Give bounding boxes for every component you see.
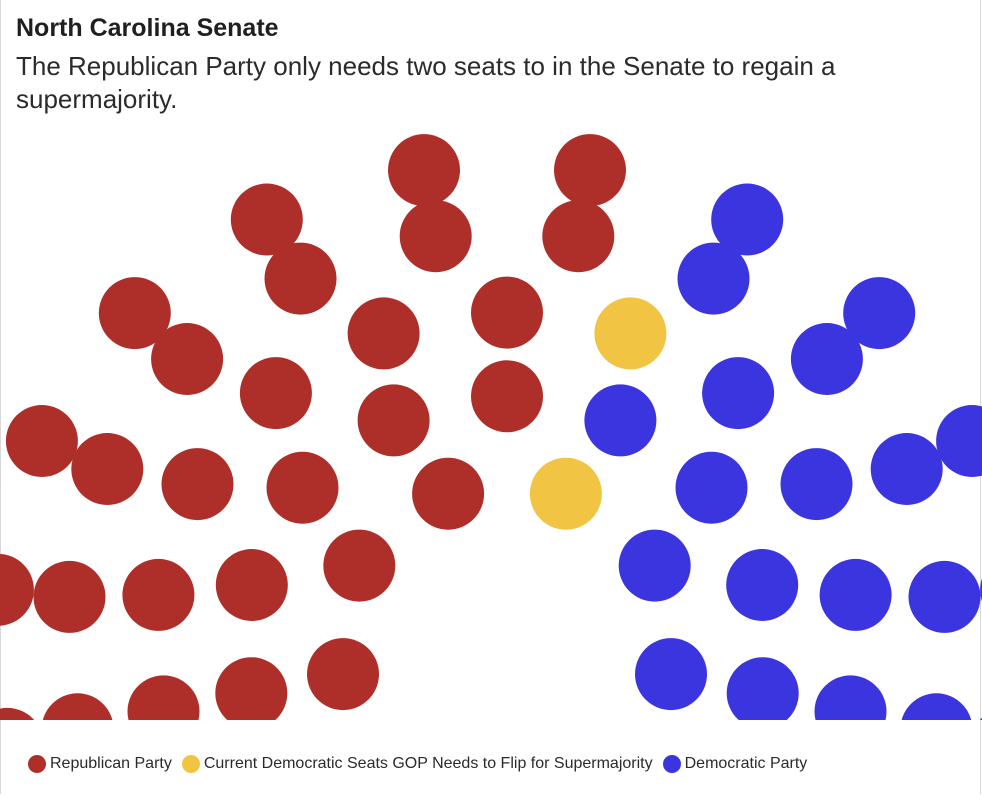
seat-republican-3	[127, 675, 200, 720]
seat-republican-27	[542, 200, 615, 273]
seat-republican-4	[42, 693, 113, 720]
chart-title: North Carolina Senate	[16, 14, 279, 42]
seat-democratic-39	[780, 448, 853, 521]
seat-republican-14	[266, 451, 339, 524]
seat-republican-9	[215, 549, 288, 621]
seat-democratic-43	[819, 558, 892, 631]
seat-democratic-36	[843, 277, 916, 350]
seat-democratic-47	[726, 657, 799, 720]
seat-democratic-44	[908, 560, 981, 633]
seat-republican-8	[122, 558, 195, 631]
seat-republican-25	[471, 360, 543, 433]
seat-republican-12	[323, 529, 396, 602]
legend: Republican Party Current Democratic Seat…	[28, 755, 817, 773]
seat-flip-29	[529, 457, 602, 530]
seat-republican-17	[239, 357, 312, 430]
legend-label-flip: Current Democratic Seats GOP Needs to Fl…	[203, 755, 653, 772]
seat-republican-15	[151, 323, 224, 395]
seat-republican-21	[412, 457, 485, 530]
seat-republican-23	[399, 200, 472, 273]
seat-flip-30	[594, 297, 667, 370]
seat-republican-18	[264, 242, 337, 315]
legend-item-democratic: Democratic Party	[662, 755, 808, 773]
parliament-chart	[0, 134, 982, 720]
seat-democratic-37	[675, 451, 748, 524]
seat-republican-19	[230, 183, 303, 256]
legend-swatch-flip	[181, 755, 200, 773]
seat-democratic-46	[635, 638, 707, 711]
seat-democratic-40	[870, 433, 943, 505]
seat-democratic-34	[702, 357, 775, 430]
seat-democratic-32	[677, 242, 750, 315]
seat-democratic-42	[726, 549, 799, 621]
seat-republican-10	[71, 433, 144, 505]
seat-republican-7	[0, 553, 34, 626]
legend-item-flip: Current Democratic Seats GOP Needs to Fl…	[181, 755, 653, 773]
seat-republican-5	[0, 707, 35, 720]
seat-republican-6	[33, 560, 106, 633]
seat-democratic-48	[814, 675, 887, 720]
seat-democratic-49	[901, 693, 972, 720]
seat-democratic-35	[790, 323, 863, 395]
seat-democratic-38	[618, 529, 691, 602]
seat-republican-22	[347, 297, 420, 370]
seat-republican-1	[307, 638, 379, 711]
legend-swatch-republican	[28, 755, 46, 773]
seat-democratic-33	[711, 183, 784, 256]
seat-republican-24	[388, 134, 460, 207]
legend-label-republican: Republican Party	[50, 755, 172, 772]
seat-democratic-50	[979, 717, 982, 720]
legend-label-democratic: Democratic Party	[684, 755, 808, 772]
legend-swatch-democratic	[662, 755, 681, 773]
seat-democratic-41	[936, 405, 982, 477]
seat-republican-11	[5, 405, 78, 477]
seat-republican-28	[554, 134, 626, 207]
seat-republican-16	[98, 277, 171, 350]
seat-democratic-31	[584, 384, 657, 457]
seat-republican-26	[471, 276, 543, 349]
seat-republican-13	[161, 448, 234, 521]
chart-subtitle: The Republican Party only needs two seat…	[16, 51, 836, 114]
legend-item-republican: Republican Party	[28, 755, 172, 773]
seat-republican-20	[357, 384, 430, 457]
seat-republican-2	[215, 657, 288, 720]
